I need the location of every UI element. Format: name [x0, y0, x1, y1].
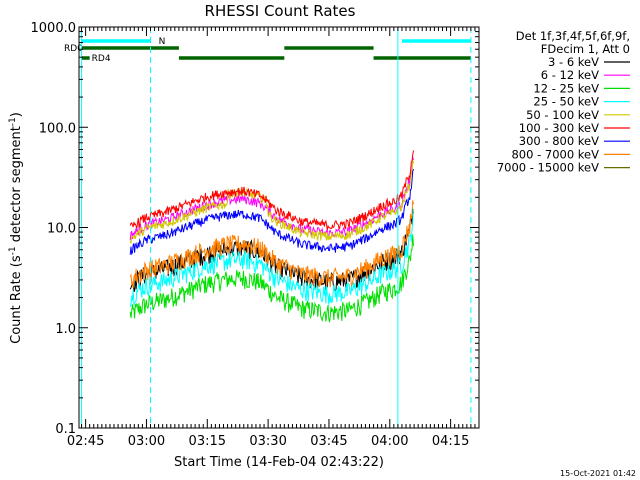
- attenuator-state-bars: N RD0 RD4: [64, 37, 471, 64]
- chart-title: RHESSI Count Rates: [205, 2, 356, 20]
- legend-label-0: 3 - 6 keV: [548, 55, 599, 69]
- y-tick-label-1: 100.0: [39, 121, 76, 136]
- x-tick-label-1: 03:00: [128, 434, 165, 449]
- state-label-rd0: RD0: [64, 44, 83, 54]
- legend-label-2: 12 - 25 keV: [533, 81, 599, 95]
- x-tick-label-0: 02:45: [67, 434, 104, 449]
- axis-ticks: 02:45 03:00 03:15 03:30 03:45 04:00 04:15 1000.…: [31, 21, 480, 449]
- y-tick-label-0: 1000.0: [31, 21, 77, 36]
- legend-label-1: 6 - 12 keV: [541, 68, 599, 82]
- legend-label-6: 300 - 800 keV: [519, 134, 599, 148]
- x-tick-label-5: 04:00: [371, 434, 408, 449]
- legend-label-5: 100 - 300 keV: [519, 121, 599, 135]
- legend-header-line-2: FDecim 1, Att 0: [541, 42, 630, 56]
- y-label-part-2: detector segment: [9, 126, 24, 246]
- y-tick-label-3: 1.0: [55, 322, 76, 337]
- legend: Det 1f,3f,4f,5f,6f,9f, FDecim 1, Att 0 3…: [497, 29, 630, 175]
- series-line-2: [129, 234, 414, 323]
- y-label-sup-2: -1: [8, 117, 18, 126]
- series-line-3: [129, 208, 414, 307]
- x-tick-label-2: 03:15: [189, 434, 226, 449]
- y-label-part-3: ): [9, 112, 24, 117]
- x-tick-label-6: 04:15: [432, 434, 469, 449]
- state-label-n: N: [159, 37, 166, 47]
- x-tick-label-4: 03:45: [310, 434, 347, 449]
- y-axis-label: Count Rate (s-1 detector segment-1): [8, 112, 24, 344]
- legend-header-line-1: Det 1f,3f,4f,5f,6f,9f,: [516, 29, 630, 43]
- y-label-part-1: Count Rate (s: [9, 255, 24, 344]
- y-tick-label-4: 0.1: [55, 422, 76, 437]
- series-line-5: [129, 150, 414, 231]
- x-tick-label-3: 03:30: [249, 434, 286, 449]
- series-line-6: [129, 168, 414, 256]
- y-label-sup-1: -1: [8, 246, 18, 255]
- legend-label-7: 800 - 7000 keV: [511, 147, 599, 161]
- plot-area: N RD0 RD4 02:45 03:00 03:15 03:30 03:45 04:00 04…: [31, 21, 480, 449]
- date-stamp: 15-Oct-2021 01:42: [560, 469, 636, 478]
- state-label-rd4: RD4: [92, 54, 111, 64]
- y-tick-label-2: 10.0: [47, 222, 76, 237]
- series-line-7: [129, 200, 414, 289]
- x-axis-label: Start Time (14-Feb-04 02:43:22): [174, 455, 384, 470]
- legend-label-3: 25 - 50 keV: [533, 95, 599, 109]
- series-line-4: [129, 159, 414, 244]
- data-series-layer: [129, 150, 414, 323]
- legend-label-4: 50 - 100 keV: [526, 108, 599, 122]
- legend-label-8: 7000 - 15000 keV: [497, 161, 599, 175]
